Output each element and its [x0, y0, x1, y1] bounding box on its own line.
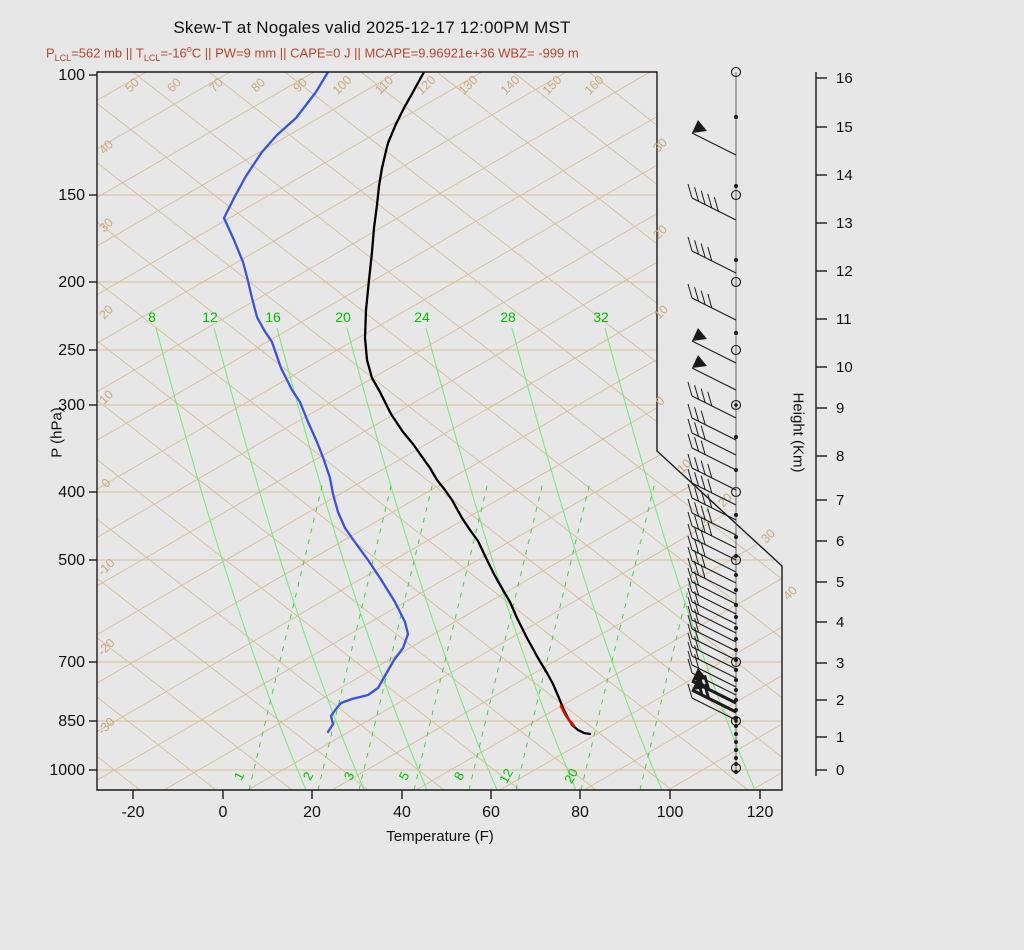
sounding-curves: [222, 72, 592, 736]
svg-text:16: 16: [265, 309, 281, 325]
plot-boundary: [96, 71, 783, 791]
t-lcl-label: T: [135, 45, 144, 61]
svg-text:20: 20: [335, 309, 351, 325]
svg-text:40: 40: [96, 137, 116, 157]
svg-text:120: 120: [414, 73, 439, 98]
svg-text:850: 850: [58, 713, 85, 730]
svg-text:12: 12: [202, 309, 218, 325]
svg-text:20: 20: [96, 302, 116, 322]
svg-text:8: 8: [836, 448, 844, 465]
svg-text:1: 1: [836, 729, 844, 746]
svg-text:160: 160: [582, 73, 607, 98]
svg-text:8: 8: [148, 309, 156, 325]
svg-text:100: 100: [657, 804, 684, 821]
moist-mixing-lines: [155, 327, 756, 790]
svg-text:3: 3: [341, 769, 358, 782]
svg-text:12: 12: [836, 263, 853, 280]
svg-text:80: 80: [248, 75, 268, 95]
svg-text:30: 30: [650, 135, 670, 155]
svg-text:110: 110: [372, 73, 396, 97]
svg-text:4: 4: [836, 614, 844, 631]
svg-text:30: 30: [758, 526, 778, 546]
svg-text:13: 13: [836, 215, 853, 232]
svg-text:7: 7: [836, 492, 844, 509]
svg-text:150: 150: [540, 73, 565, 98]
svg-text:-10: -10: [95, 556, 118, 579]
chart-parameters-line: PLCL=562 mb || TLCL=-16oC || PW=9 mm || …: [46, 44, 579, 63]
svg-text:500: 500: [58, 552, 85, 569]
svg-text:0: 0: [836, 762, 844, 779]
svg-text:3: 3: [836, 655, 844, 672]
svg-text:80: 80: [571, 804, 589, 821]
svg-text:8: 8: [451, 769, 468, 782]
svg-text:-20: -20: [95, 636, 118, 659]
svg-text:400: 400: [58, 484, 85, 501]
svg-text:5: 5: [836, 574, 844, 591]
svg-text:50: 50: [122, 75, 142, 95]
svg-text:200: 200: [58, 274, 85, 291]
svg-text:2: 2: [836, 692, 844, 709]
svg-text:15: 15: [836, 119, 853, 136]
svg-text:11: 11: [836, 311, 852, 328]
svg-text:10: 10: [836, 359, 853, 376]
svg-text:250: 250: [58, 342, 85, 359]
svg-text:20: 20: [303, 804, 321, 821]
svg-text:10: 10: [651, 302, 671, 322]
degree-symbol: o: [186, 44, 192, 54]
svg-text:16: 16: [836, 70, 853, 87]
p-lcl-label: P: [46, 45, 55, 61]
height-axis-title: Height (Km): [789, 392, 807, 473]
svg-text:20: 20: [561, 766, 581, 786]
t-lcl-value: =-16: [160, 45, 187, 61]
svg-text:130: 130: [456, 73, 481, 98]
svg-text:60: 60: [164, 75, 184, 95]
wind-barb-column: [687, 66, 742, 774]
svg-text:6: 6: [836, 533, 844, 550]
svg-text:700: 700: [58, 654, 85, 671]
svg-text:5: 5: [396, 769, 413, 782]
svg-text:150: 150: [58, 187, 85, 204]
svg-text:40: 40: [780, 583, 800, 603]
svg-text:1000: 1000: [49, 762, 85, 779]
svg-text:0: 0: [653, 394, 668, 409]
svg-text:14: 14: [836, 167, 853, 184]
svg-text:0: 0: [219, 804, 228, 821]
svg-text:28: 28: [500, 309, 516, 325]
p-lcl-value: =562 mb ||: [71, 45, 136, 61]
svg-text:100: 100: [58, 67, 85, 84]
svg-text:0: 0: [99, 476, 114, 491]
svg-text:9: 9: [836, 400, 844, 417]
svg-text:20: 20: [650, 222, 670, 242]
isotherm-adiabat-grid: [97, 72, 782, 790]
svg-text:1: 1: [231, 769, 248, 782]
x-axis-title: Temperature (F): [386, 828, 494, 845]
svg-text:-20: -20: [121, 804, 144, 821]
svg-text:32: 32: [593, 309, 609, 325]
svg-text:12: 12: [496, 766, 516, 786]
svg-text:-30: -30: [95, 715, 118, 738]
pressure-axis-title: P (hPa): [48, 407, 66, 458]
p-lcl-sub: LCL: [54, 52, 72, 63]
svg-text:24: 24: [414, 309, 430, 325]
svg-text:30: 30: [96, 215, 116, 235]
t-lcl-sub: LCL: [143, 52, 161, 63]
svg-text:120: 120: [747, 804, 774, 821]
parameters-rest: C || PW=9 mm || CAPE=0 J || MCAPE=9.9692…: [191, 45, 579, 61]
svg-text:300: 300: [58, 397, 85, 414]
chart-title: Skew-T at Nogales valid 2025-12-17 12:00…: [173, 18, 571, 37]
svg-text:100: 100: [330, 73, 355, 98]
svg-text:40: 40: [393, 804, 411, 821]
svg-text:70: 70: [206, 75, 226, 95]
svg-text:60: 60: [482, 804, 500, 821]
